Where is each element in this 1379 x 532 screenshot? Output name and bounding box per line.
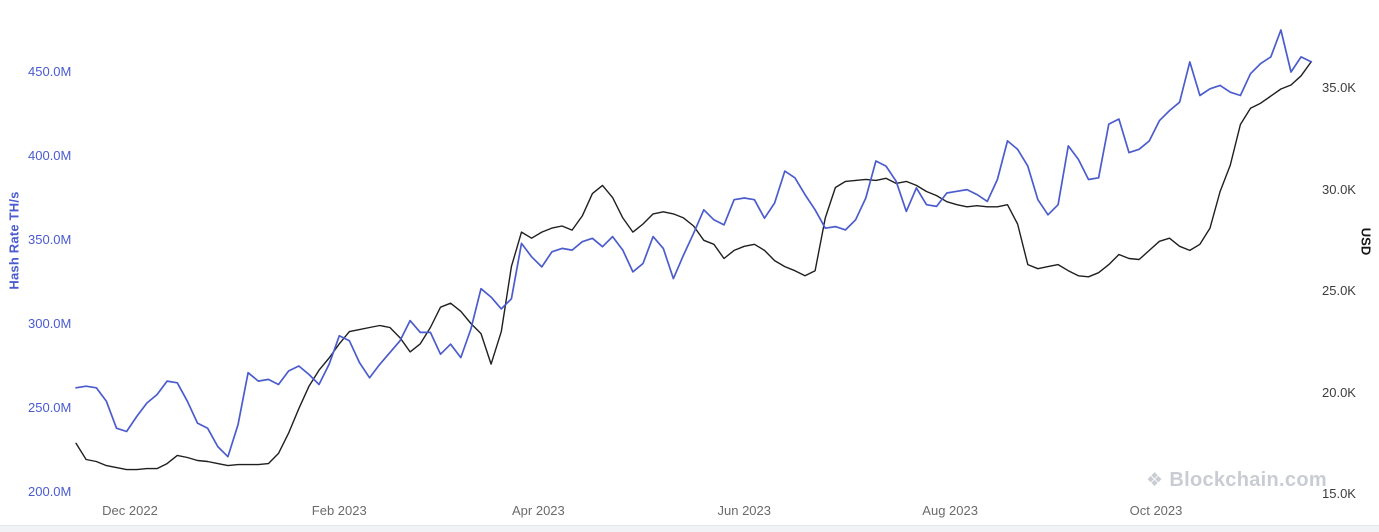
left-tick-label: 450.0M: [28, 64, 72, 79]
left-tick-label: 400.0M: [28, 148, 72, 163]
x-tick-label: Aug 2023: [922, 503, 978, 518]
left-tick-label: 350.0M: [28, 232, 72, 247]
hash-rate-line-series: [75, 29, 1313, 458]
x-tick-label: Apr 2023: [511, 503, 565, 518]
x-tick-label: Dec 2022: [102, 503, 158, 518]
right-tick-label: 30.0K: [1322, 181, 1356, 197]
range-selector-strip[interactable]: [0, 525, 1379, 532]
left-tick-label: 250.0M: [28, 400, 72, 415]
left-tick-label: 300.0M: [28, 316, 72, 331]
right-tick-label: 20.0K: [1322, 384, 1356, 400]
right-tick-label: 35.0K: [1322, 80, 1356, 95]
price-line-series: [75, 60, 1313, 471]
x-tick-label: Oct 2023: [1129, 503, 1183, 518]
right-tick-label: 15.0K: [1322, 486, 1356, 501]
blockchain-logo-icon: ❖: [1146, 470, 1164, 491]
x-tick-label: Jun 2023: [717, 503, 772, 518]
right-tick-label: 25.0K: [1322, 283, 1356, 298]
x-tick-label: Feb 2023: [311, 503, 367, 518]
blockchain-watermark: ❖ Blockchain.com: [1146, 469, 1327, 492]
blockchain-watermark-text: Blockchain.com: [1169, 469, 1327, 491]
left-tick-label: 200.0M: [28, 484, 72, 499]
